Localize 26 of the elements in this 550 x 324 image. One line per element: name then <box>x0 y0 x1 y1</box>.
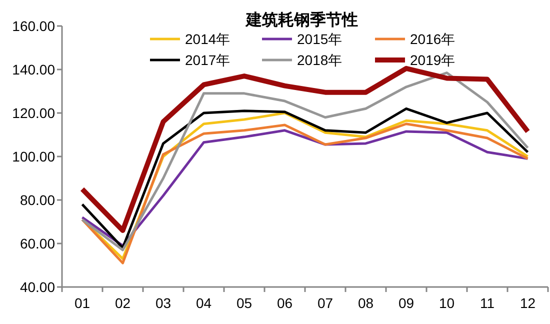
y-tick-label: 100.00 <box>12 148 56 164</box>
x-tick-label: 02 <box>114 295 131 311</box>
legend-label: 2018年 <box>297 52 342 68</box>
y-tick-label: 40.00 <box>20 279 56 295</box>
x-tick-label: 10 <box>438 295 455 311</box>
y-tick-label: 140.00 <box>12 62 56 78</box>
x-tick-label: 09 <box>398 295 414 311</box>
chart-title: 建筑耗钢季节性 <box>244 10 358 29</box>
legend-label: 2017年 <box>185 52 230 68</box>
x-tick-label: 11 <box>480 295 495 311</box>
x-tick-label: 03 <box>155 295 172 311</box>
legend-label: 2016年 <box>410 31 456 47</box>
y-tick-label: 120.00 <box>12 105 56 121</box>
y-tick-label: 60.00 <box>20 236 56 252</box>
y-tick-label: 80.00 <box>20 192 56 208</box>
x-tick-label: 05 <box>236 295 252 311</box>
legend-label: 2015年 <box>297 31 342 47</box>
legend-label: 2014年 <box>185 31 230 47</box>
legend-label: 2019年 <box>410 52 456 68</box>
x-tick-label: 07 <box>317 295 334 311</box>
x-tick-label: 12 <box>520 295 536 311</box>
x-tick-label: 01 <box>74 295 90 311</box>
x-tick-label: 08 <box>358 295 374 311</box>
x-tick-label: 06 <box>276 295 293 311</box>
y-tick-label: 160.00 <box>12 18 56 34</box>
x-tick-label: 04 <box>196 295 212 311</box>
